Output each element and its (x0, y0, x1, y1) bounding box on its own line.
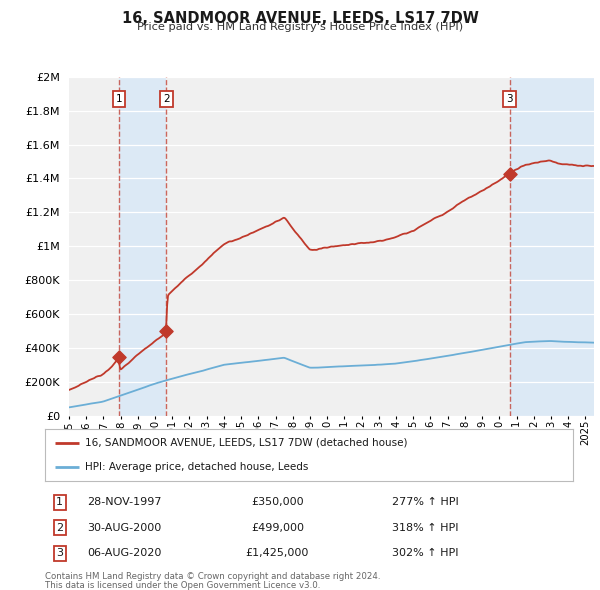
Text: 16, SANDMOOR AVENUE, LEEDS, LS17 7DW (detached house): 16, SANDMOOR AVENUE, LEEDS, LS17 7DW (de… (85, 438, 407, 448)
Text: 28-NOV-1997: 28-NOV-1997 (87, 497, 161, 507)
Text: £499,000: £499,000 (251, 523, 304, 533)
Text: 16, SANDMOOR AVENUE, LEEDS, LS17 7DW: 16, SANDMOOR AVENUE, LEEDS, LS17 7DW (122, 11, 478, 25)
Text: £1,425,000: £1,425,000 (245, 548, 309, 558)
Text: HPI: Average price, detached house, Leeds: HPI: Average price, detached house, Leed… (85, 462, 308, 472)
Text: 277% ↑ HPI: 277% ↑ HPI (392, 497, 458, 507)
Text: Price paid vs. HM Land Registry's House Price Index (HPI): Price paid vs. HM Land Registry's House … (137, 22, 463, 32)
Point (114, 352, 124, 361)
Text: 2: 2 (163, 94, 170, 104)
Text: 1: 1 (116, 94, 122, 104)
Text: 3: 3 (506, 94, 513, 104)
Text: 1: 1 (56, 497, 63, 507)
Text: This data is licensed under the Open Government Licence v3.0.: This data is licensed under the Open Gov… (45, 581, 320, 589)
Text: £350,000: £350,000 (251, 497, 304, 507)
Text: 3: 3 (56, 548, 63, 558)
Point (505, 169, 514, 179)
Point (161, 327, 171, 336)
Text: 318% ↑ HPI: 318% ↑ HPI (392, 523, 458, 533)
Text: 302% ↑ HPI: 302% ↑ HPI (392, 548, 458, 558)
Text: 30-AUG-2000: 30-AUG-2000 (87, 523, 161, 533)
Text: 2: 2 (56, 523, 64, 533)
Text: 06-AUG-2020: 06-AUG-2020 (87, 548, 161, 558)
Bar (119, 77, 166, 416)
Bar (509, 77, 594, 416)
Text: Contains HM Land Registry data © Crown copyright and database right 2024.: Contains HM Land Registry data © Crown c… (45, 572, 380, 581)
